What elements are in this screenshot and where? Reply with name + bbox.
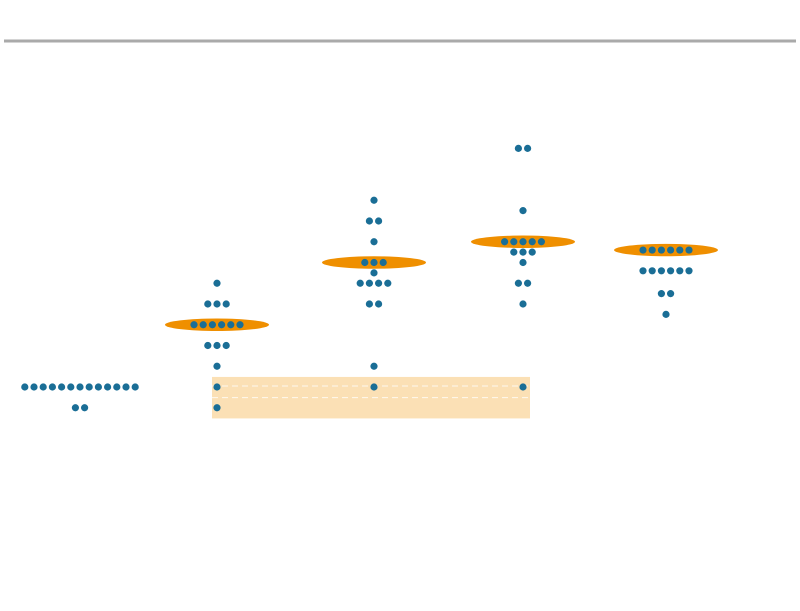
median-marker-2 <box>165 318 269 331</box>
median-marker-5 <box>614 243 718 257</box>
data-point <box>519 248 527 256</box>
data-point <box>639 267 647 275</box>
data-point <box>122 383 130 391</box>
data-point <box>213 404 221 412</box>
data-point <box>365 217 373 225</box>
data-point <box>375 279 383 287</box>
data-point <box>676 267 684 275</box>
data-point <box>204 341 212 350</box>
points-layer <box>21 144 693 412</box>
data-point <box>356 279 364 287</box>
data-point <box>222 341 230 350</box>
data-point <box>131 383 139 391</box>
data-point <box>370 269 378 277</box>
data-point <box>528 248 536 256</box>
data-point <box>510 248 518 256</box>
data-point <box>379 258 387 267</box>
data-point <box>204 300 212 308</box>
data-point <box>524 144 532 152</box>
data-point <box>213 362 221 370</box>
data-point <box>48 383 57 391</box>
data-point <box>514 144 523 152</box>
data-point <box>236 321 244 329</box>
data-point <box>199 321 207 329</box>
data-point <box>81 404 89 412</box>
data-point <box>30 383 38 391</box>
data-point <box>375 217 383 225</box>
data-point <box>67 383 75 391</box>
data-point <box>648 267 656 275</box>
data-point <box>213 383 221 391</box>
data-point <box>190 321 198 329</box>
data-point <box>213 300 221 308</box>
data-point <box>519 383 527 391</box>
data-point <box>365 300 373 308</box>
data-point <box>370 362 378 370</box>
data-point <box>71 404 79 412</box>
data-point <box>370 383 378 391</box>
data-point <box>639 246 647 254</box>
data-point <box>370 238 378 246</box>
data-point <box>213 341 221 350</box>
data-point <box>21 383 29 391</box>
data-point <box>514 279 523 287</box>
data-point <box>218 321 226 329</box>
data-point <box>208 321 216 329</box>
data-point <box>657 267 666 275</box>
data-point <box>657 290 666 298</box>
data-point <box>676 246 684 254</box>
data-point <box>662 310 670 318</box>
data-point <box>501 238 509 246</box>
data-point <box>58 383 66 391</box>
data-point <box>537 238 546 246</box>
data-point <box>667 246 675 254</box>
data-point <box>648 246 656 254</box>
data-point <box>519 300 527 308</box>
data-point <box>104 383 112 391</box>
data-point <box>524 279 532 287</box>
data-point <box>365 279 373 287</box>
data-point <box>227 321 235 329</box>
data-point <box>94 383 102 391</box>
data-point <box>39 383 47 391</box>
data-point <box>667 267 675 275</box>
data-point <box>528 238 536 246</box>
data-point <box>85 383 93 391</box>
data-point <box>685 267 693 275</box>
data-point <box>375 300 383 308</box>
data-point <box>519 238 527 246</box>
data-point <box>213 279 221 287</box>
data-point <box>667 290 675 298</box>
reference-band-layer <box>212 376 530 419</box>
data-point <box>370 196 378 204</box>
data-point <box>361 258 369 267</box>
data-point <box>113 383 121 391</box>
data-point <box>657 246 666 254</box>
data-point <box>370 258 378 267</box>
median-layer <box>165 235 718 331</box>
data-point <box>76 383 84 391</box>
data-point <box>510 238 518 246</box>
data-point <box>519 207 527 215</box>
data-point <box>519 258 527 267</box>
data-point <box>685 246 693 254</box>
data-point <box>222 300 230 308</box>
data-point <box>384 279 392 287</box>
